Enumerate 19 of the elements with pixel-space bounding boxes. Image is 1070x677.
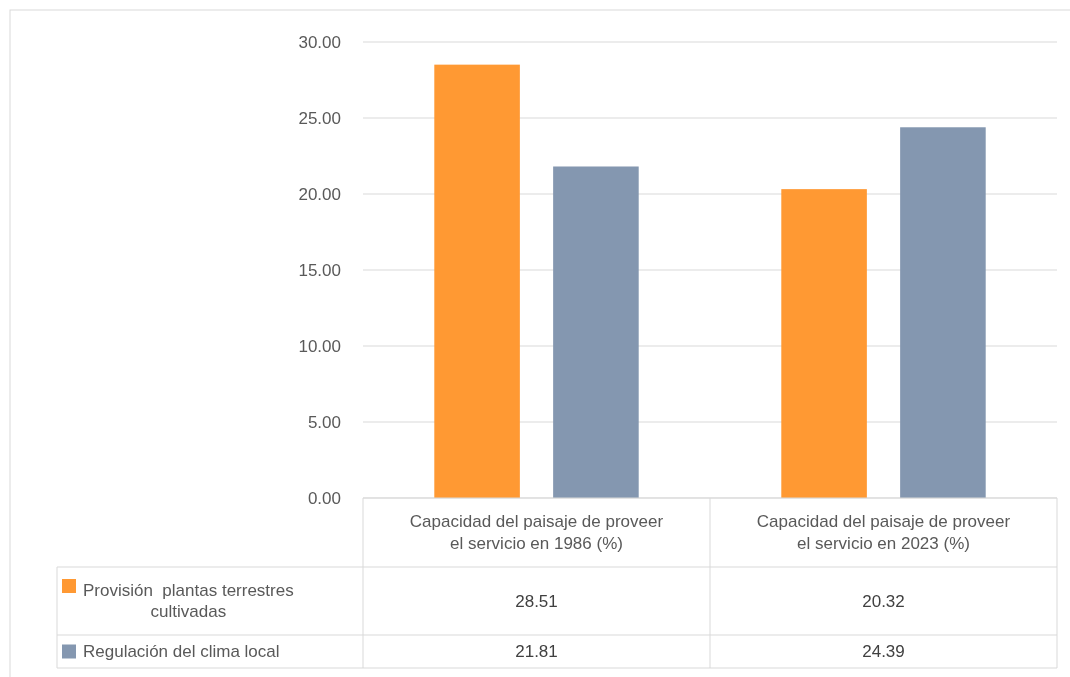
bar: [900, 127, 986, 498]
y-tick-label: 5.00: [307, 412, 341, 432]
bar: [781, 189, 867, 498]
y-tick-label: 25.00: [298, 108, 341, 128]
bar: [553, 166, 639, 498]
y-tick-label: 15.00: [298, 260, 341, 280]
y-tick-label: 10.00: [298, 336, 341, 356]
data-label: 21.81: [515, 642, 558, 662]
data-label: 24.39: [862, 642, 905, 662]
bar: [434, 64, 520, 498]
legend-entry: Provisión plantas terrestres cultivadas: [62, 579, 294, 622]
legend-entry: Regulación del clima local: [62, 642, 280, 662]
y-tick-label: 20.00: [298, 184, 341, 204]
y-tick-label: 30.00: [298, 32, 341, 52]
data-label: 28.51: [515, 591, 558, 611]
x-tick-label: Capacidad del paisaje de proveer el servicio en 1986 (%): [409, 512, 664, 554]
x-tick-label: Capacidad del paisaje de proveer el servicio en 2023 (%): [756, 512, 1011, 554]
data-label: 20.32: [862, 591, 905, 611]
y-tick-label: 0.00: [307, 488, 341, 508]
